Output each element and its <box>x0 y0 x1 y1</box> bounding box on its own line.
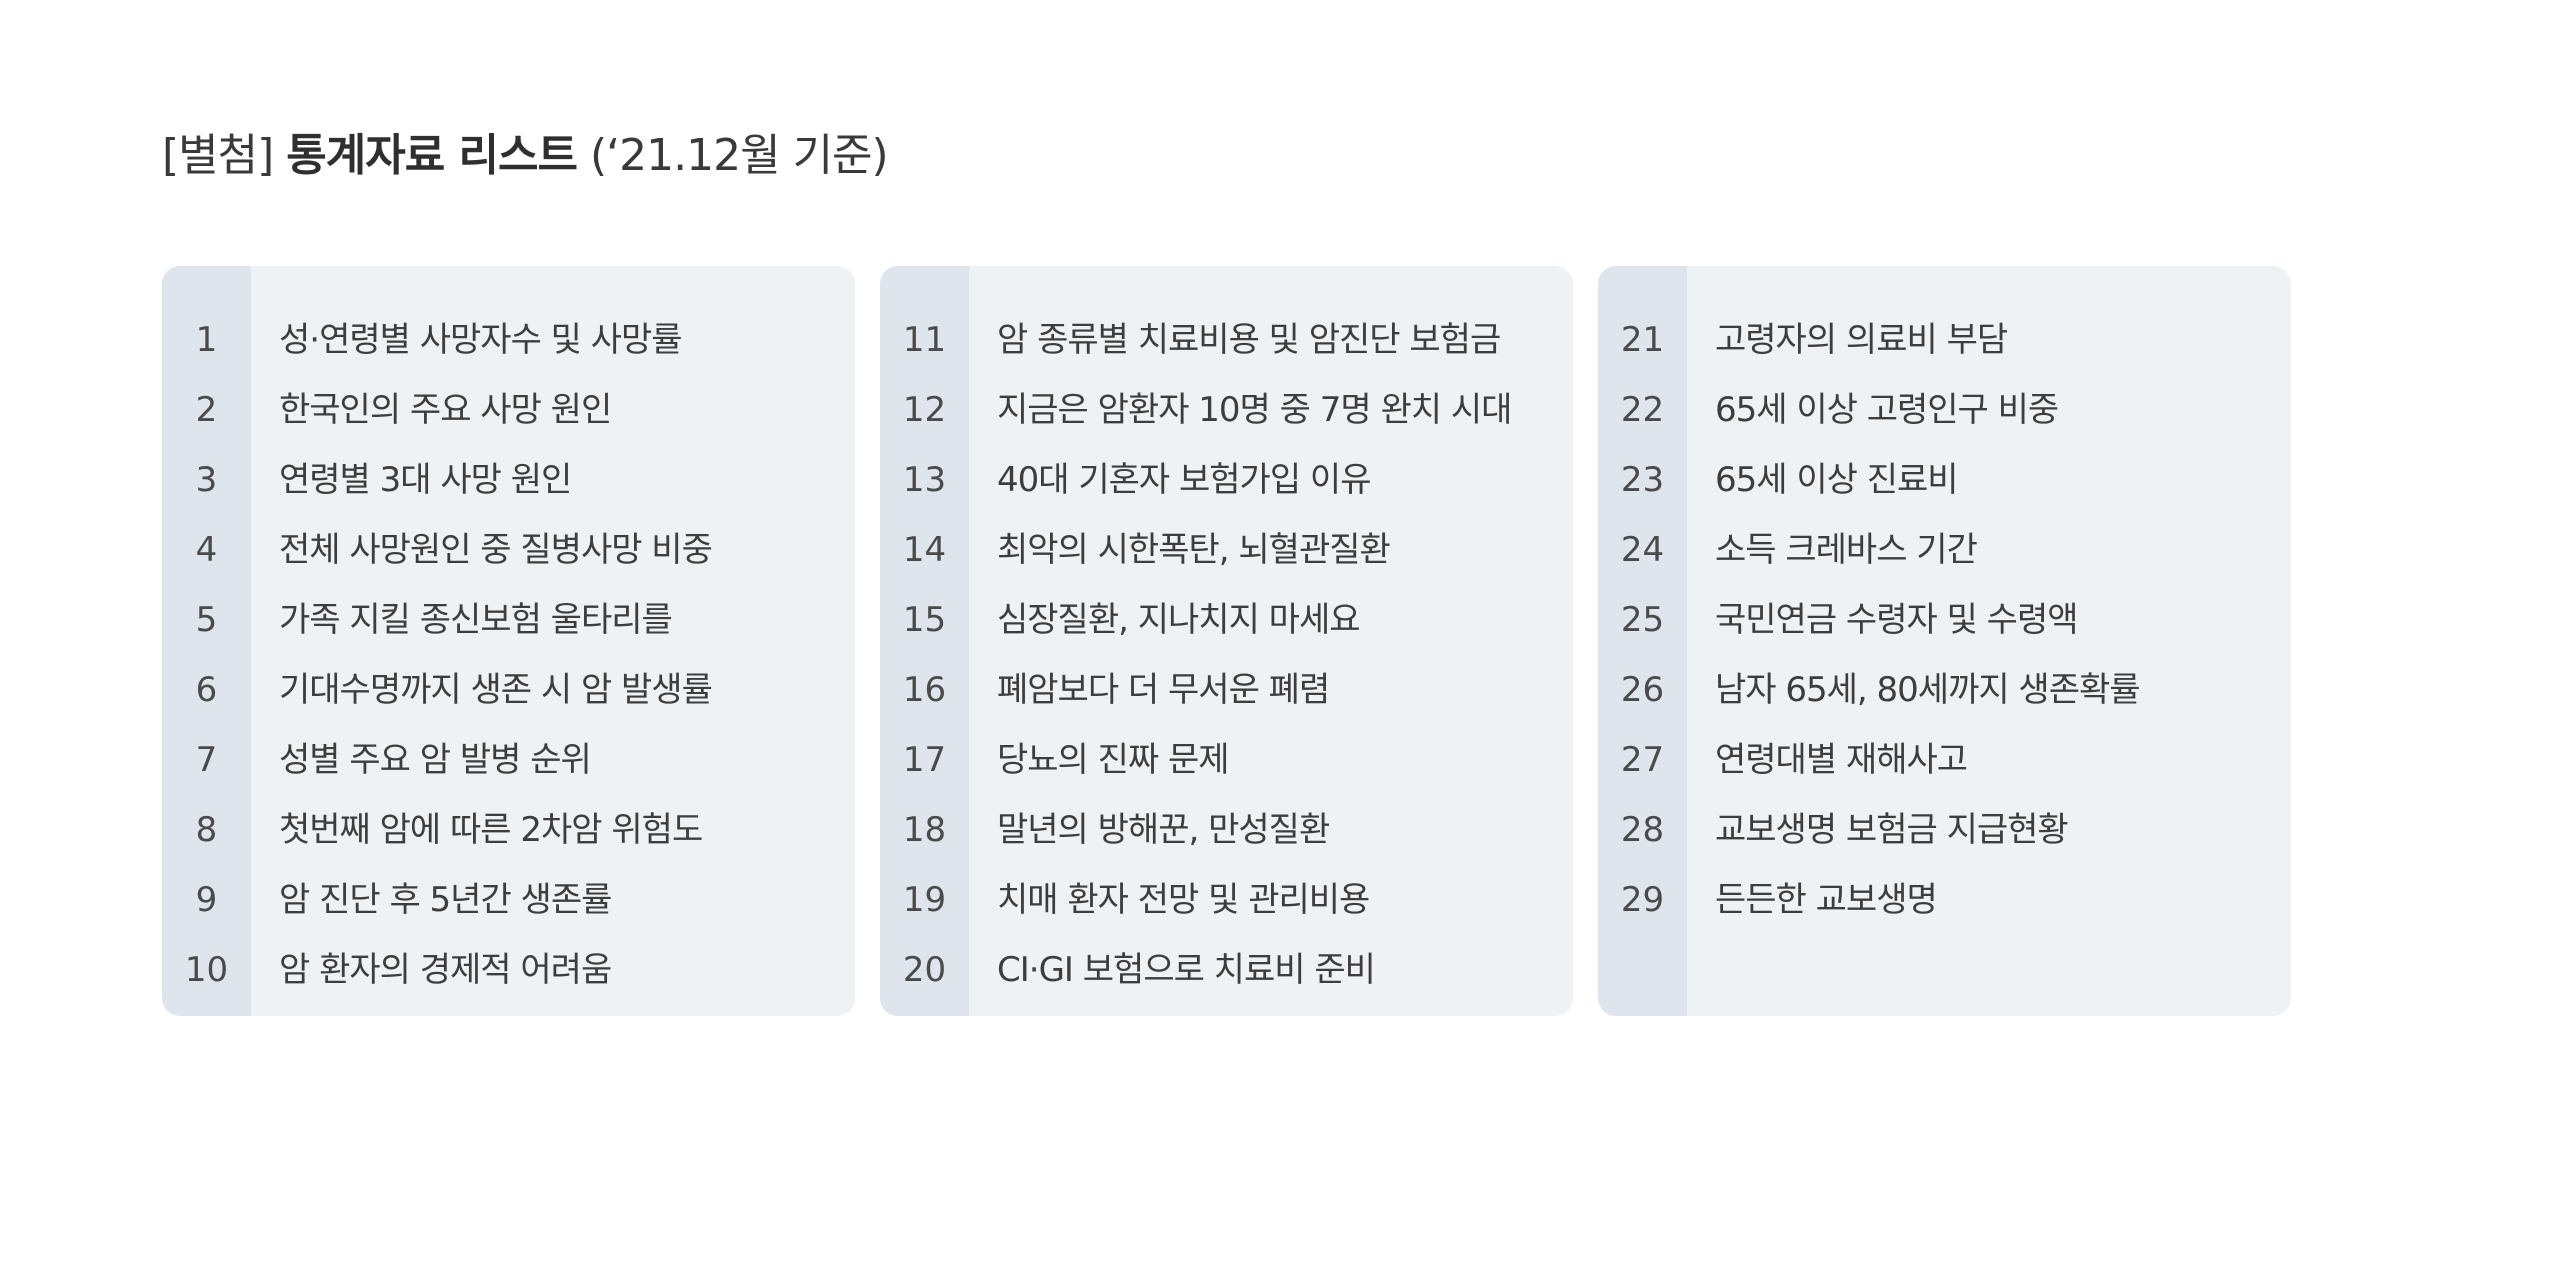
item-number: 7 <box>195 740 218 780</box>
item-label: 연령대별 재해사고 <box>1715 740 1968 780</box>
list-item: 29 든든한 교보생명 <box>1598 865 2291 935</box>
list-item: 6 기대수명까지 생존 시 암 발생률 <box>162 655 855 725</box>
item-number: 19 <box>902 880 947 920</box>
item-label: 남자 65세, 80세까지 생존확률 <box>1715 670 2141 710</box>
list-item: 24 소득 크레바스 기간 <box>1598 515 2291 585</box>
list-item: 25 국민연금 수령자 및 수령액 <box>1598 585 2291 655</box>
item-number: 8 <box>195 810 218 850</box>
item-number: 24 <box>1620 530 1665 570</box>
item-label: CI·GI 보험으로 치료비 준비 <box>997 950 1376 990</box>
item-number: 14 <box>902 530 947 570</box>
item-number: 26 <box>1620 670 1665 710</box>
list-item: 18 말년의 방해꾼, 만성질환 <box>880 795 1573 865</box>
list-panel-2: 11 암 종류별 치료비용 및 암진단 보험금 12 지금은 암환자 10명 중 7… <box>880 266 1573 1016</box>
item-number: 12 <box>902 390 947 430</box>
list-item: 16 폐암보다 더 무서운 폐렴 <box>880 655 1573 725</box>
list-item: 23 65세 이상 진료비 <box>1598 445 2291 515</box>
list-item: 4 전체 사망원인 중 질병사망 비중 <box>162 515 855 585</box>
number-column <box>162 266 251 1016</box>
list-item: 28 교보생명 보험금 지급현황 <box>1598 795 2291 865</box>
list-item: 1 성·연령별 사망자수 및 사망률 <box>162 305 855 375</box>
title-main: 통계자료 리스트 <box>286 130 578 181</box>
list-item: 14 최악의 시한폭탄, 뇌혈관질환 <box>880 515 1573 585</box>
list-panel-3: 21 고령자의 의료비 부담 22 65세 이상 고령인구 비중 23 65세 이상 … <box>1598 266 2291 1016</box>
list-item: 11 암 종류별 치료비용 및 암진단 보험금 <box>880 305 1573 375</box>
item-label: 폐암보다 더 무서운 폐렴 <box>997 670 1330 710</box>
list-item: 10 암 환자의 경제적 어려움 <box>162 935 855 1005</box>
list-item: 3 연령별 3대 사망 원인 <box>162 445 855 515</box>
item-label: 암 종류별 치료비용 및 암진단 보험금 <box>997 320 1501 360</box>
list-item: 9 암 진단 후 5년간 생존률 <box>162 865 855 935</box>
item-number: 22 <box>1620 390 1665 430</box>
item-number: 1 <box>195 320 218 360</box>
item-number: 18 <box>902 810 947 850</box>
item-number: 23 <box>1620 460 1665 500</box>
item-number: 11 <box>902 320 947 360</box>
item-number: 6 <box>195 670 218 710</box>
item-label: 65세 이상 진료비 <box>1715 460 1959 500</box>
item-label: 든든한 교보생명 <box>1715 880 1938 920</box>
item-label: 고령자의 의료비 부담 <box>1715 320 2008 360</box>
item-label: 한국인의 주요 사망 원인 <box>279 390 612 430</box>
list-item: 2 한국인의 주요 사망 원인 <box>162 375 855 445</box>
item-number: 28 <box>1620 810 1665 850</box>
list-item: 21 고령자의 의료비 부담 <box>1598 305 2291 375</box>
item-number: 21 <box>1620 320 1665 360</box>
item-label: 연령별 3대 사망 원인 <box>279 460 572 500</box>
title-suffix: (‘21.12월 기준) <box>589 130 889 181</box>
item-label: 치매 환자 전망 및 관리비용 <box>997 880 1370 920</box>
item-label: 최악의 시한폭탄, 뇌혈관질환 <box>997 530 1391 570</box>
item-number: 4 <box>195 530 218 570</box>
list-item: 26 남자 65세, 80세까지 생존확률 <box>1598 655 2291 725</box>
item-number: 9 <box>195 880 218 920</box>
item-number: 25 <box>1620 600 1665 640</box>
item-label: 국민연금 수령자 및 수령액 <box>1715 600 2079 640</box>
list-item: 7 성별 주요 암 발병 순위 <box>162 725 855 795</box>
item-number: 29 <box>1620 880 1665 920</box>
list-panel-1: 1 성·연령별 사망자수 및 사망률 2 한국인의 주요 사망 원인 3 연령별 3대… <box>162 266 855 1016</box>
list-item: 5 가족 지킬 종신보험 울타리를 <box>162 585 855 655</box>
item-label: 당뇨의 진짜 문제 <box>997 740 1230 780</box>
item-label: 말년의 방해꾼, 만성질환 <box>997 810 1330 850</box>
list-item: 22 65세 이상 고령인구 비중 <box>1598 375 2291 445</box>
item-number: 16 <box>902 670 947 710</box>
item-label: 첫번째 암에 따른 2차암 위험도 <box>279 810 703 850</box>
list-item: 17 당뇨의 진짜 문제 <box>880 725 1573 795</box>
item-number: 20 <box>902 950 947 990</box>
item-number: 17 <box>902 740 947 780</box>
list-item: 20 CI·GI 보험으로 치료비 준비 <box>880 935 1573 1005</box>
page-title: [별첨] 통계자료 리스트 (‘21.12월 기준) <box>162 124 889 188</box>
item-label: 성별 주요 암 발병 순위 <box>279 740 592 780</box>
item-number: 2 <box>195 390 218 430</box>
item-label: 교보생명 보험금 지급현황 <box>1715 810 2069 850</box>
item-number: 3 <box>195 460 218 500</box>
item-label: 지금은 암환자 10명 중 7명 완치 시대 <box>997 390 1512 430</box>
title-prefix: [별첨] <box>162 130 274 181</box>
item-number: 13 <box>902 460 947 500</box>
item-label: 40대 기혼자 보험가입 이유 <box>997 460 1371 500</box>
list-item: 13 40대 기혼자 보험가입 이유 <box>880 445 1573 515</box>
item-label: 가족 지킬 종신보험 울타리를 <box>279 600 673 640</box>
list-item: 8 첫번째 암에 따른 2차암 위험도 <box>162 795 855 865</box>
item-label: 전체 사망원인 중 질병사망 비중 <box>279 530 713 570</box>
list-item: 15 심장질환, 지나치지 마세요 <box>880 585 1573 655</box>
item-label: 소득 크레바스 기간 <box>1715 530 1978 570</box>
item-label: 성·연령별 사망자수 및 사망률 <box>279 320 683 360</box>
item-number: 10 <box>184 950 229 990</box>
item-number: 5 <box>195 600 218 640</box>
list-item: 12 지금은 암환자 10명 중 7명 완치 시대 <box>880 375 1573 445</box>
item-label: 암 진단 후 5년간 생존률 <box>279 880 612 920</box>
number-column <box>1598 266 1687 1016</box>
item-label: 심장질환, 지나치지 마세요 <box>997 600 1361 640</box>
list-item: 19 치매 환자 전망 및 관리비용 <box>880 865 1573 935</box>
item-label: 기대수명까지 생존 시 암 발생률 <box>279 670 713 710</box>
number-column <box>880 266 969 1016</box>
item-number: 15 <box>902 600 947 640</box>
item-label: 암 환자의 경제적 어려움 <box>279 950 612 990</box>
item-number: 27 <box>1620 740 1665 780</box>
list-item: 27 연령대별 재해사고 <box>1598 725 2291 795</box>
item-label: 65세 이상 고령인구 비중 <box>1715 390 2059 430</box>
